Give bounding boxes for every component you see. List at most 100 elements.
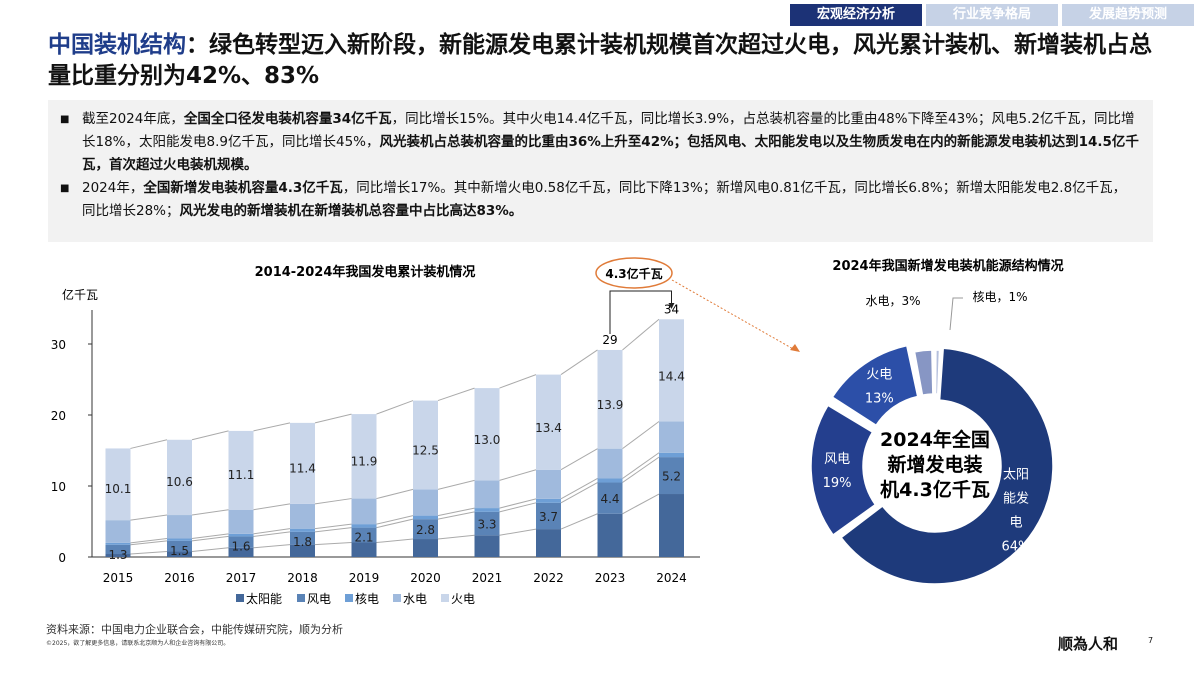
bar-segment-风电 — [474, 511, 500, 536]
legend-swatch — [297, 594, 305, 602]
connector-line — [376, 518, 414, 529]
connector-line — [437, 507, 475, 517]
x-tick-label: 2022 — [533, 571, 564, 585]
data-label: 2.8 — [416, 523, 435, 537]
bar-segment-太阳能 — [105, 554, 131, 557]
arrow-icon — [668, 303, 675, 309]
bar-segment-太阳能 — [597, 513, 623, 557]
bar-segment-水电 — [351, 498, 377, 525]
connector-line — [437, 479, 475, 490]
text-run: 2024年， — [82, 180, 144, 196]
tab-macro[interactable]: 宏观经济分析 — [790, 4, 922, 26]
legend-label: 风电 — [307, 592, 331, 606]
legend-swatch — [393, 594, 401, 602]
tab-trend[interactable]: 发展趋势预测 — [1062, 4, 1194, 26]
tab-competition[interactable]: 行业竞争格局 — [926, 4, 1058, 26]
x-tick-label: 2018 — [287, 571, 318, 585]
data-label: 1.3 — [108, 548, 127, 562]
bar-segment-火电 — [597, 349, 623, 449]
x-tick-label: 2020 — [410, 571, 441, 585]
legend-label: 太阳能 — [246, 591, 282, 606]
bar-segment-水电 — [105, 520, 131, 543]
logo: 顺為人和 — [1058, 635, 1119, 653]
slice-label: 13% — [865, 391, 894, 406]
annotation-arrow-line — [671, 279, 796, 351]
bar-segment-水电 — [536, 469, 561, 499]
bar-segment-风电 — [105, 544, 131, 555]
connector-line — [130, 439, 168, 449]
slice-label: 64% — [1002, 540, 1031, 555]
y-tick-label: 10 — [51, 480, 66, 494]
leader-line — [949, 297, 963, 331]
data-label: 1.8 — [293, 535, 312, 549]
text-run: 截至2024年底， — [82, 111, 184, 127]
connector-line — [622, 452, 660, 479]
bar-segment-太阳能 — [167, 551, 192, 557]
copyright: ©2025，欲了解更多信息，请联系北京顺为人和企业咨询有限公司。 — [46, 640, 230, 647]
connector-line — [314, 498, 352, 505]
bar-segment-风电 — [536, 502, 561, 530]
slice-label: 火电 — [866, 367, 892, 382]
bar-segment-太阳能 — [413, 539, 438, 557]
bar-segment-核电 — [290, 528, 315, 532]
connector-line — [499, 469, 537, 481]
bar-segment-风电 — [413, 519, 438, 540]
data-label: 14.4 — [658, 370, 685, 384]
connector-line — [130, 551, 168, 555]
bar-segment-火电 — [659, 319, 684, 422]
connector-line — [314, 523, 352, 530]
x-tick-label: 2021 — [472, 571, 503, 585]
source-note: 资料来源：中国电力企业联合会，中能传媒研究院，顺为分析 — [46, 623, 343, 636]
bullet-item: ■ 2024年，全国新增发电装机容量4.3亿千瓦，同比增长17%。其中新增火电0.… — [60, 177, 1139, 223]
slice-label: 核电，1% — [972, 290, 1027, 304]
annotation-label: 4.3亿千瓦 — [605, 266, 662, 281]
arrow-icon — [790, 344, 800, 352]
bar-segment-核电 — [167, 538, 192, 541]
bullet-text: 2024年，全国新增发电装机容量4.3亿千瓦，同比增长17%。其中新增火电0.5… — [82, 177, 1139, 223]
x-tick-label: 2019 — [349, 571, 380, 585]
connector-line — [560, 349, 598, 376]
data-label: 3.7 — [539, 510, 558, 524]
legend-label: 核电 — [355, 592, 379, 606]
y-tick-label: 0 — [58, 551, 66, 565]
bar-segment-火电 — [413, 400, 438, 490]
bar-segment-风电 — [167, 540, 192, 552]
donut-slice-风电 — [810, 404, 877, 536]
slice-label: 能发 — [1003, 491, 1029, 507]
connector-line — [130, 540, 168, 546]
bar-segment-太阳能 — [351, 542, 377, 557]
bullet-text: 截至2024年底，全国全口径发电装机容量34亿千瓦，同比增长15%。其中火电14… — [82, 108, 1139, 177]
connector-line — [253, 531, 291, 537]
connector-line — [560, 482, 598, 504]
bar-segment-火电 — [474, 388, 500, 481]
text-run: 风光装机占总装机容量的比重由36%上升至42%；包括风电、太阳能发电以及生物质发… — [82, 134, 1139, 173]
bar-segment-核电 — [536, 498, 561, 503]
connector-line — [191, 535, 229, 542]
bar-segment-火电 — [536, 374, 561, 470]
connector-line — [314, 542, 352, 546]
legend-swatch — [345, 594, 353, 602]
bar-segment-核电 — [413, 515, 438, 520]
total-label: 29 — [602, 333, 617, 347]
legend-label: 火电 — [451, 592, 475, 606]
bullet-icon: ■ — [60, 114, 70, 125]
bar-segment-水电 — [597, 448, 623, 479]
connector-line — [253, 503, 291, 511]
bar-segment-火电 — [290, 422, 315, 504]
bar-segment-风电 — [228, 536, 254, 548]
connector-line — [314, 413, 352, 424]
summary-box: ■ 截至2024年底，全国全口径发电装机容量34亿千瓦，同比增长15%。其中火电1… — [48, 100, 1153, 242]
bar-segment-水电 — [290, 503, 315, 529]
x-tick-label: 2015 — [103, 571, 134, 585]
data-label: 11.4 — [289, 461, 316, 475]
connector-line — [253, 528, 291, 535]
y-tick-label: 20 — [51, 409, 66, 423]
bar-segment-核电 — [105, 542, 131, 545]
chart-title: 2014-2024年我国发电累计装机情况 — [255, 264, 476, 280]
donut-slice-核电 — [934, 349, 941, 395]
connector-line — [376, 400, 414, 415]
connector-line — [499, 374, 537, 389]
x-tick-label: 2016 — [164, 571, 195, 585]
x-tick-label: 2024 — [656, 571, 687, 585]
